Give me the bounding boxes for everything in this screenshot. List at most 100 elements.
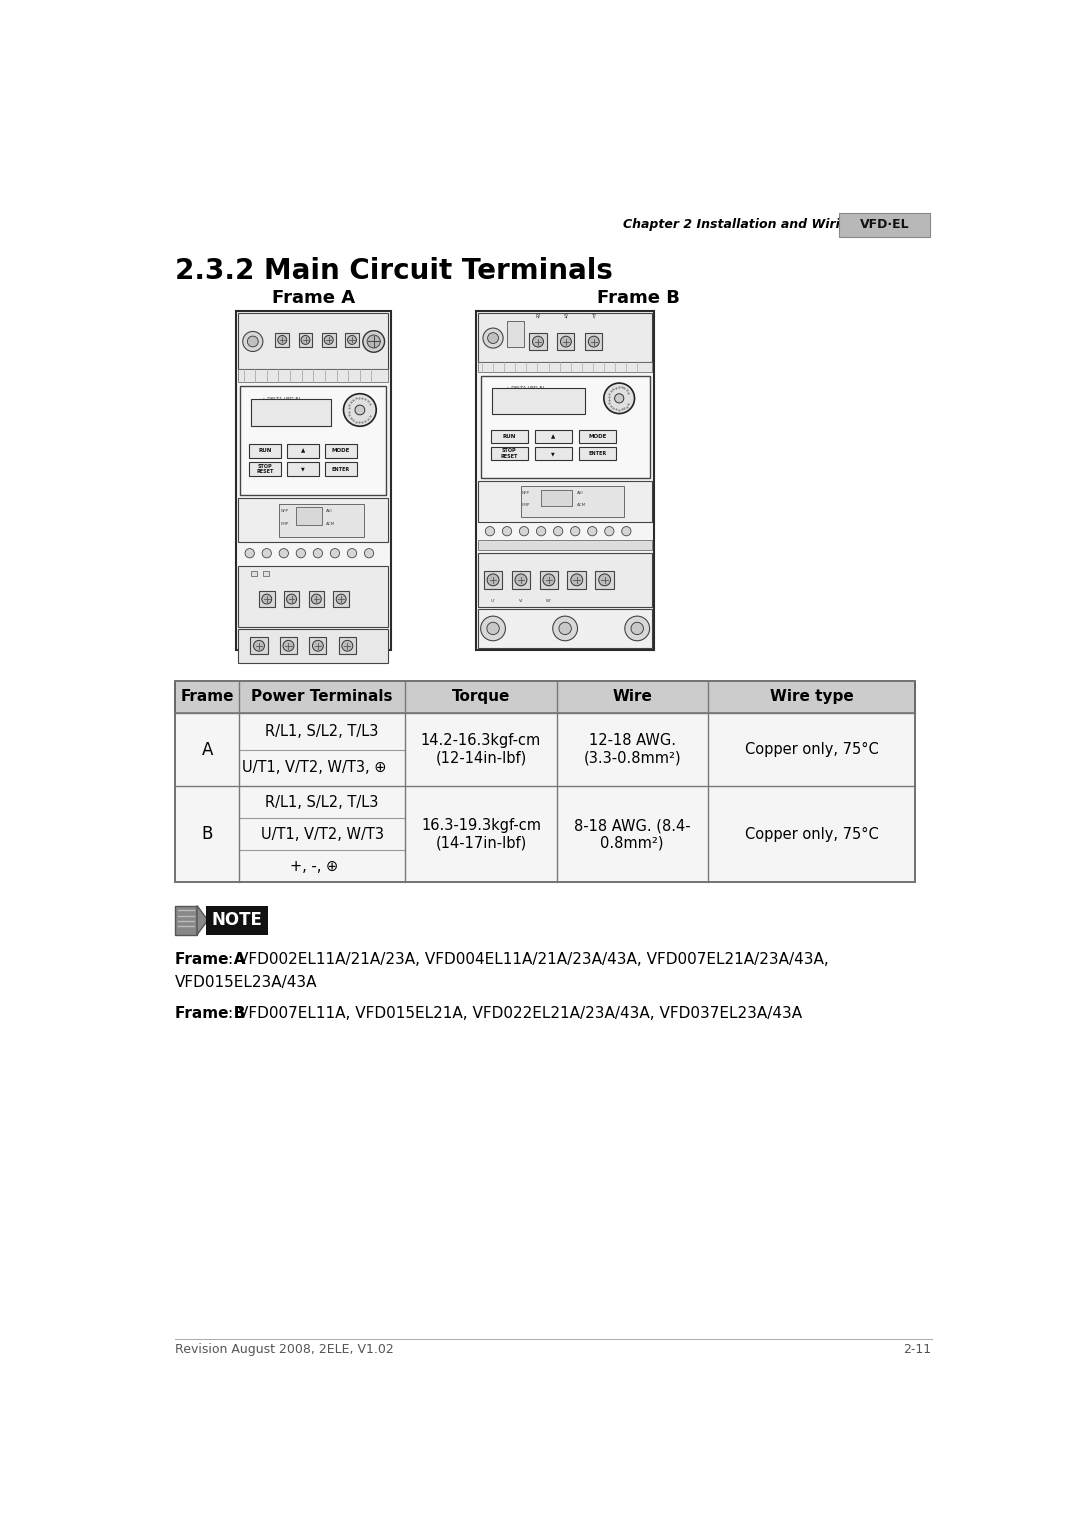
Bar xyxy=(275,333,289,347)
Text: Wire type: Wire type xyxy=(770,689,853,704)
Bar xyxy=(478,362,652,373)
Text: FMP: FMP xyxy=(522,503,530,506)
Circle shape xyxy=(245,549,255,558)
Bar xyxy=(175,681,916,882)
Circle shape xyxy=(355,405,365,414)
Text: RUN: RUN xyxy=(502,434,516,439)
Circle shape xyxy=(254,640,265,652)
Text: U/: U/ xyxy=(491,598,496,603)
Bar xyxy=(206,905,268,934)
Circle shape xyxy=(278,336,286,344)
Text: 16.3-19.3kgf-cm
(14-17in-lbf): 16.3-19.3kgf-cm (14-17in-lbf) xyxy=(421,818,541,850)
Circle shape xyxy=(588,526,597,535)
Bar xyxy=(262,571,269,575)
Bar xyxy=(585,333,603,350)
Text: AVI: AVI xyxy=(326,509,333,512)
Text: +, -, ⊕: +, -, ⊕ xyxy=(291,859,338,874)
Bar xyxy=(287,443,319,457)
Circle shape xyxy=(502,526,512,535)
Text: R/L1, S/L2, T/L3: R/L1, S/L2, T/L3 xyxy=(266,795,379,810)
Text: NPP: NPP xyxy=(522,491,530,494)
Bar xyxy=(259,592,274,607)
Bar xyxy=(175,905,197,934)
Bar xyxy=(280,637,297,653)
Text: △ DELTA VFD-EL: △ DELTA VFD-EL xyxy=(507,385,545,391)
Text: R/: R/ xyxy=(536,313,540,318)
Bar xyxy=(540,571,558,589)
Text: T/: T/ xyxy=(592,313,596,318)
Text: STOP
RESET: STOP RESET xyxy=(501,448,518,459)
Text: NOTE: NOTE xyxy=(212,911,262,930)
Circle shape xyxy=(313,549,323,558)
Bar xyxy=(512,571,530,589)
Text: Power Terminals: Power Terminals xyxy=(252,689,393,704)
Text: AVI: AVI xyxy=(578,491,584,494)
Circle shape xyxy=(342,640,353,652)
Bar xyxy=(478,540,652,551)
Bar xyxy=(478,482,652,522)
Circle shape xyxy=(570,526,580,535)
Text: : VFD002EL11A/21A/23A, VFD004EL11A/21A/23A/43A, VFD007EL21A/23A/43A,: : VFD002EL11A/21A/23A, VFD004EL11A/21A/2… xyxy=(228,951,828,966)
Text: R/L1, S/L2, T/L3: R/L1, S/L2, T/L3 xyxy=(266,724,379,739)
Circle shape xyxy=(561,336,571,347)
Text: Frame A: Frame A xyxy=(272,288,355,307)
Bar xyxy=(478,609,652,647)
Text: Wire: Wire xyxy=(612,689,652,704)
Circle shape xyxy=(261,594,272,604)
Circle shape xyxy=(622,526,631,535)
Bar xyxy=(339,637,356,653)
Circle shape xyxy=(481,617,505,641)
Text: ▲: ▲ xyxy=(301,448,306,453)
Bar xyxy=(238,368,389,382)
Bar xyxy=(507,321,524,347)
Circle shape xyxy=(554,526,563,535)
Circle shape xyxy=(537,526,545,535)
Bar xyxy=(238,499,389,543)
Bar xyxy=(279,503,364,537)
Circle shape xyxy=(283,640,294,652)
Circle shape xyxy=(487,574,499,586)
Text: 2.3.2 Main Circuit Terminals: 2.3.2 Main Circuit Terminals xyxy=(175,258,613,285)
Text: Frame A: Frame A xyxy=(175,951,246,966)
Bar xyxy=(238,629,389,663)
Text: Torque: Torque xyxy=(451,689,510,704)
Text: ▼: ▼ xyxy=(552,451,555,456)
Text: VFD·EL: VFD·EL xyxy=(861,218,910,232)
Bar xyxy=(476,311,654,650)
Circle shape xyxy=(312,640,323,652)
Text: B: B xyxy=(201,825,213,844)
Circle shape xyxy=(532,336,543,347)
Bar xyxy=(557,333,575,350)
Circle shape xyxy=(625,617,649,641)
Bar xyxy=(325,443,357,457)
Bar xyxy=(175,787,916,882)
Bar xyxy=(322,333,336,347)
Bar xyxy=(238,566,389,626)
Circle shape xyxy=(515,574,527,586)
Circle shape xyxy=(243,331,262,351)
Circle shape xyxy=(324,336,334,344)
Circle shape xyxy=(571,574,583,586)
Circle shape xyxy=(487,623,499,635)
Bar xyxy=(296,508,322,525)
Bar xyxy=(284,592,299,607)
Bar xyxy=(235,311,391,650)
Text: V/: V/ xyxy=(518,598,523,603)
Bar xyxy=(309,592,324,607)
Text: Copper only, 75°C: Copper only, 75°C xyxy=(745,827,878,842)
Text: Chapter 2 Installation and Wiring  |: Chapter 2 Installation and Wiring | xyxy=(623,218,876,230)
Circle shape xyxy=(301,336,310,344)
Text: NPP: NPP xyxy=(281,509,288,512)
Circle shape xyxy=(279,549,288,558)
Circle shape xyxy=(348,336,356,344)
FancyBboxPatch shape xyxy=(839,213,930,238)
Bar xyxy=(490,430,528,443)
Text: U/T1, V/T2, W/T3: U/T1, V/T2, W/T3 xyxy=(260,827,383,842)
Circle shape xyxy=(631,623,644,635)
Text: FMP: FMP xyxy=(281,522,289,526)
Bar xyxy=(484,571,502,589)
Bar xyxy=(325,462,357,476)
Text: 12-18 AWG.
(3.3-0.8mm²): 12-18 AWG. (3.3-0.8mm²) xyxy=(583,733,681,765)
Text: STOP
RESET: STOP RESET xyxy=(256,463,274,474)
Text: MODE: MODE xyxy=(332,448,350,453)
